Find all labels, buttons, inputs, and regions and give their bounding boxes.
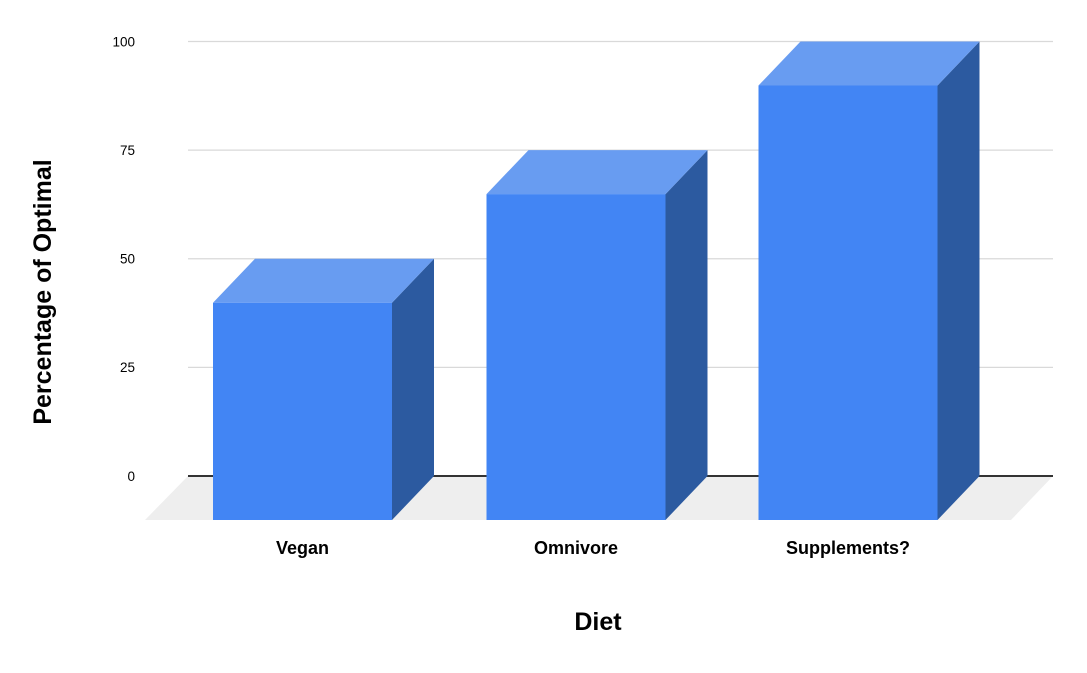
bar-front-face (758, 85, 938, 520)
bar-top-face (758, 41, 980, 86)
bar-top-face (486, 150, 708, 195)
bar-supplements (758, 41, 980, 520)
x-axis-title: Diet (574, 608, 622, 636)
bar-side-face (392, 258, 434, 520)
category-label-supplements: Supplements? (786, 538, 910, 558)
category-label-omnivore: Omnivore (534, 538, 618, 558)
bar-omnivore (486, 150, 708, 520)
bar-side-face (665, 150, 708, 520)
bar-side-face (937, 41, 980, 520)
bar-front-face (486, 194, 666, 520)
bar-vegan (213, 258, 434, 520)
y-tick-label-25: 25 (120, 360, 135, 375)
bar-top-face (213, 258, 434, 303)
y-axis-title: Percentage of Optimal (29, 159, 57, 424)
plot-area: 0 25 50 75 100 Vegan Omnivore Supplements? (112, 34, 1053, 558)
y-tick-label-50: 50 (120, 252, 135, 267)
y-tick-label-75: 75 (120, 143, 135, 158)
y-tick-label-100: 100 (112, 34, 135, 49)
y-tick-label-0: 0 (127, 469, 135, 484)
category-label-vegan: Vegan (276, 538, 329, 558)
bar-front-face (213, 302, 392, 520)
